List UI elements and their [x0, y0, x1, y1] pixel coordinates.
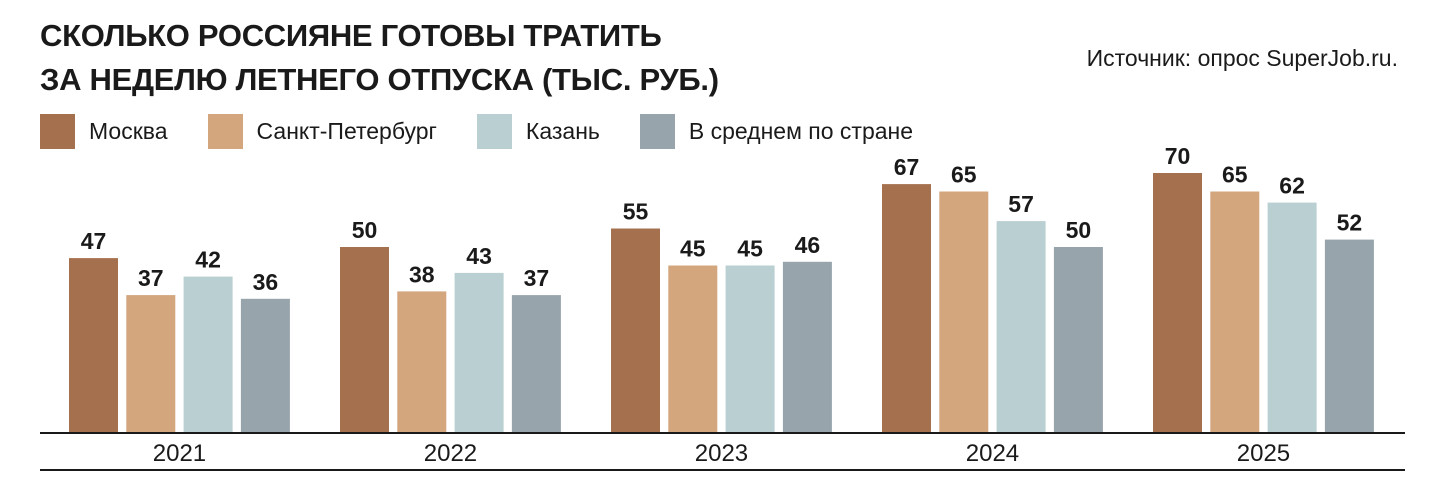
- legend-item-spb: Санкт-Петербург: [207, 113, 437, 149]
- legend-swatch-spb: [207, 113, 243, 149]
- bar-2024-s3: [1053, 247, 1103, 432]
- data-label-2025-s2: 62: [1279, 173, 1305, 199]
- data-label-2021-s0: 47: [81, 228, 107, 254]
- data-label-2023-s0: 55: [623, 199, 649, 225]
- data-label-2024-s3: 50: [1066, 217, 1092, 243]
- bar-2021-s1: [126, 295, 176, 432]
- data-label-2023-s1: 45: [680, 236, 706, 262]
- bar-2025-s3: [1324, 239, 1374, 432]
- legend-item-moscow: Москва: [40, 113, 168, 149]
- legend-swatch-moscow: [40, 113, 75, 149]
- data-label-2024-s0: 67: [894, 154, 920, 180]
- data-label-2022-s0: 50: [352, 217, 378, 243]
- legend-swatch-kazan: [476, 113, 512, 149]
- bar-2024-s1: [939, 191, 989, 432]
- bar-2022-s1: [397, 291, 447, 432]
- bar-2025-s1: [1210, 191, 1260, 432]
- data-label-2022-s3: 37: [524, 265, 550, 291]
- data-label-2022-s1: 38: [409, 261, 435, 287]
- bar-2024-s0: [882, 184, 931, 432]
- legend-label-average: В среднем по стране: [688, 117, 914, 144]
- bar-2023-s1: [668, 265, 718, 432]
- data-label-2024-s1: 65: [951, 162, 977, 188]
- data-label-2025-s3: 52: [1337, 210, 1363, 236]
- data-label-2024-s2: 57: [1008, 191, 1034, 217]
- x-tick-label-2025: 2025: [1237, 440, 1290, 467]
- legend-swatch-average: [639, 113, 675, 149]
- data-label-2021-s2: 42: [195, 247, 221, 273]
- bar-2023-s3: [782, 261, 832, 432]
- legend-label-kazan: Казань: [525, 117, 600, 144]
- bar-2023-s0: [611, 228, 660, 432]
- bar-2025-s2: [1267, 202, 1317, 432]
- legend-item-kazan: Казань: [476, 113, 600, 149]
- chart-title: СКОЛЬКО РОССИЯНЕ ГОТОВЫ ТРАТИТЬ ЗА НЕДЕЛ…: [40, 14, 719, 102]
- x-tick-label-2021: 2021: [153, 440, 206, 467]
- bar-2025-s0: [1153, 173, 1202, 432]
- data-label-2022-s2: 43: [466, 243, 492, 269]
- x-tick-label-2024: 2024: [966, 440, 1019, 467]
- legend-label-moscow: Москва: [89, 117, 168, 144]
- legend: Москва Санкт-Петербург Казань В среднем …: [40, 112, 953, 150]
- data-label-2025-s0: 70: [1165, 143, 1191, 169]
- legend-item-average: В среднем по стране: [639, 113, 914, 149]
- bar-2024-s2: [996, 221, 1046, 432]
- x-tick-label-2023: 2023: [695, 440, 748, 467]
- chart-title-line-1: СКОЛЬКО РОССИЯНЕ ГОТОВЫ ТРАТИТЬ: [40, 18, 662, 53]
- bar-2022-s0: [340, 247, 389, 432]
- bar-2023-s2: [725, 265, 775, 432]
- data-label-2021-s1: 37: [138, 265, 164, 291]
- source-note: Источник: опрос SuperJob.ru.: [1086, 45, 1398, 71]
- data-label-2021-s3: 36: [253, 269, 279, 295]
- data-label-2023-s3: 46: [795, 232, 821, 258]
- legend-label-spb: Санкт-Петербург: [256, 117, 437, 144]
- bar-2021-s0: [69, 258, 118, 432]
- x-tick-label-2022: 2022: [424, 440, 477, 467]
- bar-2022-s3: [511, 295, 561, 432]
- data-label-2025-s1: 65: [1222, 162, 1248, 188]
- bar-2021-s2: [183, 276, 233, 432]
- data-label-2023-s2: 45: [737, 236, 763, 262]
- bar-2022-s2: [454, 272, 504, 432]
- bar-2021-s3: [240, 298, 290, 432]
- chart-title-line-2: ЗА НЕДЕЛЮ ЛЕТНЕГО ОТПУСКА (ТЫС. РУБ.): [40, 62, 719, 97]
